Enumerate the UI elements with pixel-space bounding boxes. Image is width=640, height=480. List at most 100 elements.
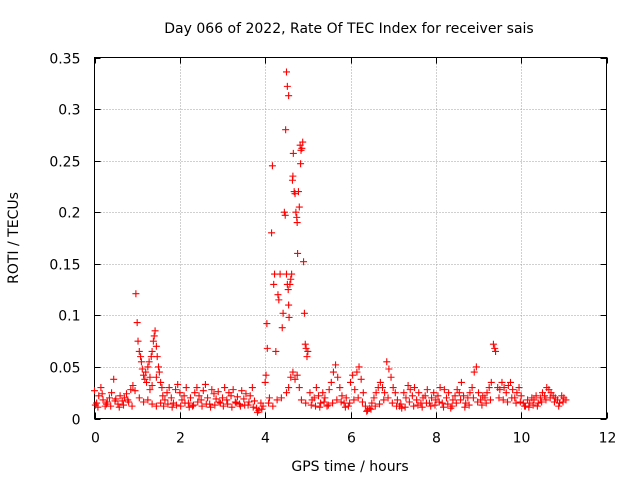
data-point <box>160 402 168 410</box>
data-point <box>178 396 186 404</box>
data-point <box>227 392 235 400</box>
data-point <box>263 344 271 352</box>
data-point <box>357 375 365 383</box>
data-point <box>287 373 295 381</box>
data-point <box>282 126 290 134</box>
data-point <box>338 392 346 400</box>
data-point <box>431 401 439 409</box>
data-point <box>251 397 258 405</box>
data-point <box>402 394 410 402</box>
data-point <box>347 378 354 386</box>
data-point <box>302 399 310 407</box>
data-point <box>443 394 450 402</box>
data-point <box>191 389 199 397</box>
data-point <box>157 378 165 386</box>
data-point <box>270 280 278 288</box>
data-point <box>297 160 305 168</box>
data-point <box>436 384 444 392</box>
data-point <box>287 275 295 283</box>
data-point <box>401 403 409 411</box>
data-point <box>229 386 237 394</box>
grid <box>94 57 607 419</box>
data-point <box>187 394 194 402</box>
data-point <box>293 371 301 379</box>
data-point <box>97 384 105 392</box>
data-point <box>150 332 158 340</box>
data-point <box>325 386 333 394</box>
data-point <box>559 398 567 406</box>
x-tick-label: 12 <box>599 431 617 447</box>
data-point <box>193 384 201 392</box>
data-point <box>414 401 422 409</box>
data-point <box>421 392 429 400</box>
data-point <box>379 384 386 392</box>
data-point <box>164 400 172 408</box>
data-point <box>278 324 286 332</box>
data-point <box>434 392 442 400</box>
data-point <box>155 368 163 376</box>
data-point <box>152 373 160 381</box>
y-tick-label: 0.3 <box>58 103 80 119</box>
data-point <box>376 400 384 408</box>
data-point <box>337 398 345 406</box>
data-point <box>451 392 459 400</box>
data-point <box>496 386 504 394</box>
data-point <box>174 380 182 388</box>
data-point <box>273 396 281 404</box>
data-point <box>533 402 541 410</box>
plot-frame <box>94 57 607 419</box>
data-point <box>428 394 436 402</box>
data-point <box>114 400 122 408</box>
data-point <box>144 363 152 371</box>
data-point <box>389 384 397 392</box>
data-point <box>98 390 106 398</box>
data-point <box>111 397 119 405</box>
data-point <box>427 402 435 410</box>
data-point <box>281 211 289 219</box>
data-point <box>440 386 448 394</box>
data-point <box>294 188 302 196</box>
data-point <box>316 403 324 411</box>
data-point <box>332 361 340 369</box>
data-point <box>265 394 273 402</box>
data-point <box>161 396 169 404</box>
data-point <box>246 392 254 400</box>
data-point <box>253 408 261 416</box>
x-axis-label: GPS time / hours <box>291 459 408 475</box>
data-point <box>500 384 508 392</box>
data-point <box>295 384 303 392</box>
data-point <box>242 390 250 398</box>
data-point <box>91 387 98 395</box>
data-point <box>129 381 137 389</box>
data-point <box>297 396 305 404</box>
data-point <box>468 384 476 392</box>
data-point <box>132 290 140 298</box>
data-point <box>272 347 280 355</box>
data-point <box>452 399 460 407</box>
data-point <box>204 394 212 402</box>
y-tick-label: 0.05 <box>49 361 80 377</box>
data-point <box>486 396 494 404</box>
data-point <box>199 387 207 395</box>
data-point <box>457 378 465 386</box>
data-point <box>499 396 507 404</box>
data-point <box>366 404 374 412</box>
data-point <box>147 353 155 361</box>
data-point <box>279 309 287 317</box>
data-point <box>310 394 318 402</box>
data-point <box>367 405 375 413</box>
data-point <box>470 368 478 376</box>
data-point <box>354 394 362 402</box>
data-point <box>306 389 314 397</box>
x-tick-label: 2 <box>176 431 185 447</box>
y-tick-label: 0.15 <box>49 258 80 274</box>
data-point <box>105 394 113 402</box>
data-point <box>321 394 329 402</box>
data-point <box>372 389 380 397</box>
data-point <box>259 402 267 410</box>
data-point <box>116 392 124 400</box>
y-tick-label: 0 <box>72 413 81 429</box>
data-point <box>165 384 173 392</box>
data-point <box>546 394 554 402</box>
